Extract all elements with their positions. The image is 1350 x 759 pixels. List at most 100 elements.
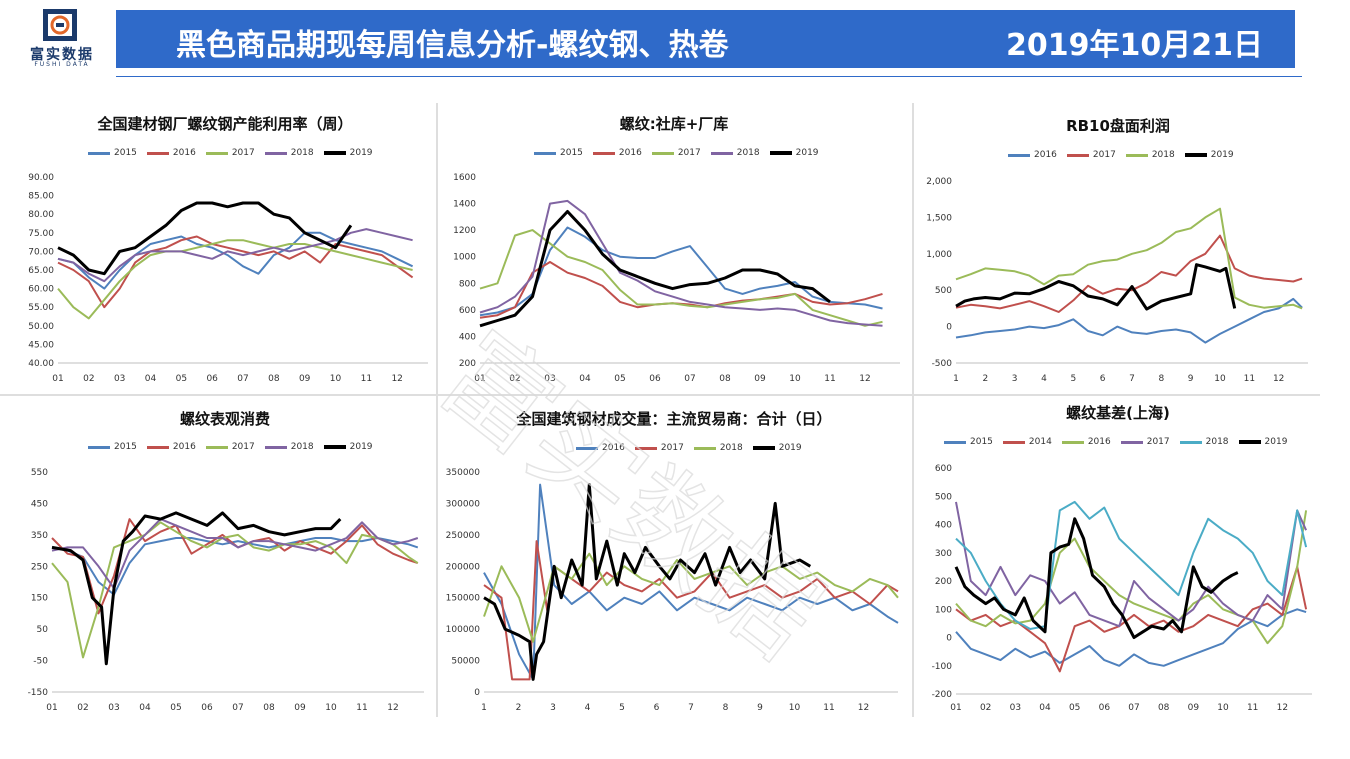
legend-swatch: [1125, 153, 1148, 157]
chart-panel-trading-volume: 全国建筑钢材成交量：主流贸易商：合计（日） 2016 2017 2018 2019 0 5…: [440, 398, 908, 718]
legend-swatch: [769, 151, 792, 155]
x-tick-label: 09: [754, 374, 766, 384]
x-tick-label: 03: [114, 374, 125, 384]
legend-swatch: [1061, 440, 1084, 444]
y-tick-label: 90.00: [28, 173, 54, 183]
legend-item: 2018: [1125, 150, 1175, 160]
legend-swatch: [1066, 153, 1089, 157]
legend-item: 2017: [1066, 150, 1116, 160]
legend-label: 2017: [231, 442, 255, 452]
y-tick-label: 0: [946, 323, 952, 333]
logo-subtext: FUSHI DATA: [34, 61, 90, 68]
legend-swatch: [205, 445, 228, 449]
x-tick-label: 01: [474, 374, 485, 384]
x-tick-label: 9: [757, 703, 763, 713]
legend-swatch: [1008, 153, 1030, 157]
y-tick-label: 100: [935, 605, 952, 615]
series-line-2019: [483, 483, 812, 681]
legend-label: 2017: [1092, 150, 1116, 160]
legend-swatch: [1002, 440, 1025, 444]
x-tick-label: 5: [1070, 374, 1076, 384]
y-tick-label: 1600: [453, 173, 476, 183]
chart-legend: 2015 2016 2017 2018 2019: [88, 442, 373, 452]
y-tick-label: 65.00: [28, 266, 54, 276]
x-tick-label: 8: [1158, 374, 1164, 384]
panel-divider: [436, 103, 438, 717]
series-line-2016: [51, 518, 419, 615]
legend-swatch: [576, 446, 598, 450]
y-tick-label: 500: [935, 492, 952, 502]
legend-swatch: [1184, 153, 1207, 157]
line-chart: 200 400 600 800 1000 1200 1400 1600 01 02 03 04 05 06…: [453, 173, 900, 384]
legend-swatch: [752, 446, 775, 450]
chart-legend: 2015 2014 2016 2017 2018 2019: [944, 437, 1287, 447]
x-tick-label: 12: [859, 374, 870, 384]
legend-label: 2018: [290, 442, 314, 452]
x-tick-label: 2: [516, 703, 522, 713]
legend-label: 2019: [1264, 437, 1288, 447]
x-tick-label: 03: [1010, 703, 1021, 713]
x-tick-label: 3: [550, 703, 556, 713]
chart-title: 全国建筑钢材成交量：主流贸易商：合计（日）: [516, 410, 832, 428]
series-line-2016: [955, 297, 1303, 344]
x-tick-label: 9: [1188, 374, 1194, 384]
y-tick-label: 350: [31, 531, 48, 541]
y-tick-label: 1,500: [926, 213, 952, 223]
legend-label: 2014: [1028, 437, 1052, 447]
x-tick-label: 08: [268, 374, 280, 384]
x-tick-label: 8: [723, 703, 729, 713]
x-tick-label: 03: [108, 703, 119, 713]
y-tick-label: 350000: [446, 468, 481, 478]
x-tick-label: 05: [170, 703, 181, 713]
legend-item: 2016: [576, 443, 625, 453]
chart-title: 螺纹:社库+厂库: [619, 115, 729, 133]
legend-label: 2016: [172, 148, 196, 158]
series-line-2018: [955, 500, 1308, 630]
series-line-2015: [57, 231, 414, 290]
x-tick-label: 7: [688, 703, 694, 713]
legend-label: 2015: [560, 148, 583, 158]
x-tick-label: 10: [789, 703, 801, 713]
series-line-2017: [955, 234, 1303, 313]
x-tick-label: 4: [585, 703, 591, 713]
y-tick-label: 75.00: [28, 229, 54, 239]
legend-item: 2019: [323, 148, 373, 158]
y-tick-label: 1400: [453, 200, 476, 210]
series-line-2016: [57, 235, 414, 309]
legend-item: 2016: [146, 442, 196, 452]
y-tick-label: 400: [459, 332, 476, 342]
legend-label: 2019: [778, 443, 802, 453]
y-tick-label: 55.00: [28, 303, 54, 313]
legend-item: 2016: [1061, 437, 1111, 447]
x-tick-label: 04: [139, 703, 151, 713]
company-logo: 富实数据 FUSHI DATA: [12, 6, 112, 70]
legend-item: 2018: [1179, 437, 1229, 447]
legend-item: 2019: [1238, 437, 1288, 447]
legend-item: 2015: [88, 442, 137, 452]
x-tick-label: 12: [1273, 374, 1284, 384]
legend-label: 2019: [349, 148, 373, 158]
legend-item: 2018: [710, 148, 760, 158]
x-tick-label: 5: [619, 703, 625, 713]
x-tick-label: 10: [1217, 703, 1229, 713]
chart-title: 全国建材钢厂螺纹钢产能利用率（周）: [97, 115, 353, 133]
x-tick-label: 10: [789, 374, 801, 384]
x-tick-label: 08: [719, 374, 731, 384]
y-tick-label: 550: [31, 468, 48, 478]
chart-title: 螺纹基差(上海): [1066, 404, 1170, 422]
legend-swatch: [1238, 440, 1261, 444]
y-tick-label: 45.00: [28, 340, 54, 350]
legend-label: 2015: [970, 437, 993, 447]
legend-swatch: [592, 151, 615, 155]
legend-swatch: [323, 151, 346, 155]
legend-item: 2014: [1002, 437, 1052, 447]
y-tick-label: 0: [946, 634, 952, 644]
y-tick-label: 600: [459, 306, 476, 316]
x-tick-label: 01: [46, 703, 57, 713]
x-tick-label: 07: [684, 374, 695, 384]
x-tick-label: 1: [481, 703, 487, 713]
legend-swatch: [1179, 440, 1202, 444]
line-chart: -150 -50 50 150 250 350 450 550 01 02 03 04 05 06 07 08…: [28, 468, 424, 713]
legend-swatch: [693, 446, 716, 450]
